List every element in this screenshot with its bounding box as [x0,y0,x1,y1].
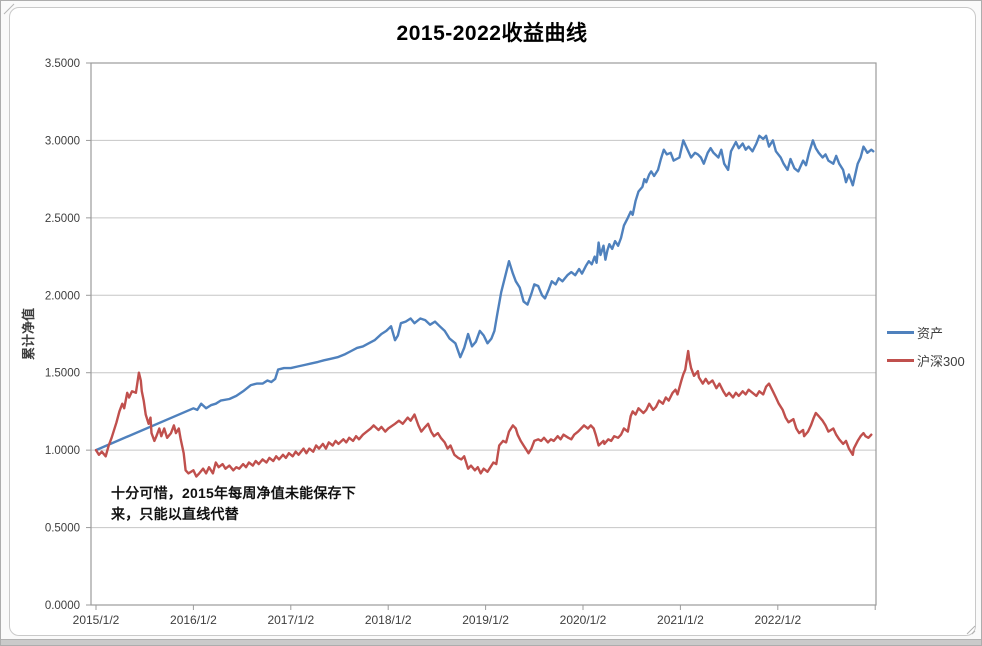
svg-text:0.5000: 0.5000 [45,523,80,535]
svg-text:2017/1/2: 2017/1/2 [267,613,314,627]
legend[interactable]: 资产 沪深300 [887,318,965,374]
line-swatch-icon [887,358,914,362]
series-line-hs300[interactable] [94,349,873,478]
svg-text:1.5000: 1.5000 [45,368,80,380]
svg-text:3.0000: 3.0000 [45,135,80,147]
svg-text:2021/1/2: 2021/1/2 [657,613,704,627]
series-line-assets[interactable] [94,134,875,452]
window-corner-decorations [3,3,976,635]
svg-text:2016/1/2: 2016/1/2 [170,613,217,627]
y-axis-tick-labels[interactable]: 0.0000 0.5000 1.0000 1.5000 2.0000 2.5000 3.00… [45,58,80,612]
svg-text:2018/1/2: 2018/1/2 [365,613,412,627]
svg-text:3.5000: 3.5000 [45,58,80,70]
svg-text:1.0000: 1.0000 [45,445,80,457]
axes [86,62,877,610]
svg-text:2020/1/2: 2020/1/2 [560,613,607,627]
gridlines [91,139,876,529]
y-axis-title[interactable]: 累计净值 [21,308,36,361]
svg-text:0.0000: 0.0000 [45,600,80,612]
svg-text:2.0000: 2.0000 [45,290,80,302]
legend-item-hs300[interactable]: 沪深300 [887,346,965,374]
svg-text:2022/1/2: 2022/1/2 [754,613,801,627]
legend-label: 沪深300 [917,353,965,369]
svg-text:2019/1/2: 2019/1/2 [462,613,509,627]
window-bottom-strip [1,639,981,645]
chart-annotation[interactable]: 十分可惜，2015年每周净值未能保存下 来，只能以直线代替 [111,483,381,525]
legend-label: 资产 [917,325,944,341]
annotation-line-1: 十分可惜，2015年每周净值未能保存下 [111,485,356,501]
line-swatch-icon [887,330,914,334]
chart-title[interactable]: 2015-2022收益曲线 [396,22,588,45]
chart-frame[interactable] [9,7,976,636]
x-axis-tick-labels[interactable]: 2015/1/2 2016/1/2 2017/1/2 2018/1/2 2019/1/2… [73,613,802,627]
legend-item-assets[interactable]: 资产 [887,318,965,346]
annotation-line-2: 来，只能以直线代替 [111,506,239,522]
svg-text:2.5000: 2.5000 [45,213,80,225]
svg-text:2015/1/2: 2015/1/2 [73,613,120,627]
